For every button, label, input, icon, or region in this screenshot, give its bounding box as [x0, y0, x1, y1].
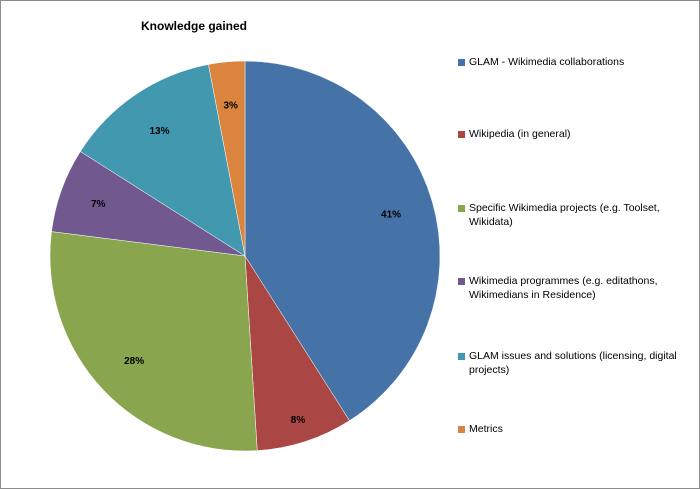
pie-slice-5 — [208, 60, 246, 257]
slice-label-5: 3% — [223, 101, 238, 112]
pie-slice-2 — [49, 231, 258, 452]
slice-label-0: 41% — [381, 210, 401, 221]
legend-item-metrics: Metrics — [458, 422, 693, 436]
slice-label-3: 7% — [91, 199, 106, 210]
pie-slices — [49, 60, 441, 452]
pie-slice-1 — [244, 255, 350, 451]
legend-label: Metrics — [469, 423, 503, 435]
legend-item-programmes: Wikimedia programmes (e.g. editathons, W… — [458, 274, 693, 302]
legend-label: Wikipedia (in general) — [469, 128, 571, 140]
chart-title: Knowledge gained — [141, 19, 248, 33]
legend-item-wikipedia: Wikipedia (in general) — [458, 127, 693, 141]
legend-swatch — [458, 59, 465, 66]
legend-label: Wikimedia programmes (e.g. editathons, W… — [469, 275, 658, 301]
slice-label-2: 28% — [124, 356, 144, 367]
slice-label-4: 13% — [149, 126, 169, 137]
legend-swatch — [458, 426, 465, 433]
legend-item-specific-projects: Specific Wikimedia projects (e.g. Toolse… — [458, 201, 693, 229]
pie-labels: 41% 8% 28% 7% 13% 3% — [91, 101, 401, 427]
pie-slice-0 — [244, 60, 441, 421]
legend-swatch — [458, 353, 465, 360]
pie-slice-4 — [80, 64, 246, 257]
legend-swatch — [458, 278, 465, 285]
legend-item-glam-issues: GLAM issues and solutions (licensing, di… — [458, 349, 693, 377]
legend-label: Specific Wikimedia projects (e.g. Toolse… — [469, 202, 660, 228]
slice-label-1: 8% — [291, 415, 306, 426]
legend-label: GLAM - Wikimedia collaborations — [469, 56, 625, 68]
legend-item-glam-collaborations: GLAM - Wikimedia collaborations — [458, 55, 693, 69]
legend-label: GLAM issues and solutions (licensing, di… — [469, 350, 677, 376]
legend-swatch — [458, 131, 465, 138]
legend-swatch — [458, 205, 465, 212]
